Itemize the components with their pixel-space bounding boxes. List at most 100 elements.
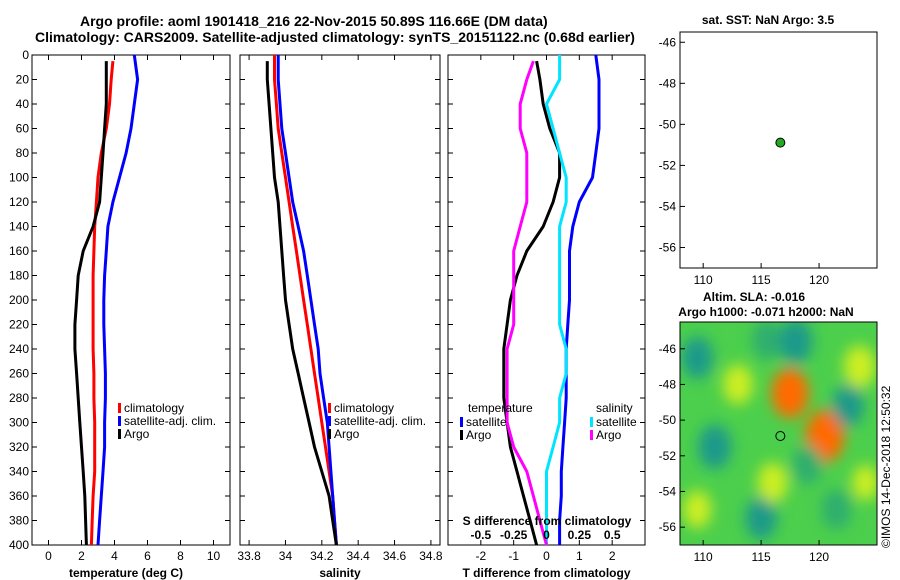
depth-tick-label: 120	[9, 195, 29, 209]
diff-s-tick-label: 0.25	[568, 528, 592, 542]
legend-swatch	[460, 430, 463, 440]
diff-legend-salinity-title: salinity	[596, 401, 633, 415]
depth-tick-label: 40	[16, 97, 30, 111]
depth-tick-label: 340	[9, 465, 29, 479]
legend-swatch	[328, 416, 331, 426]
watermark: ©IMOS 14-Dec-2018 12:50:32	[879, 385, 893, 548]
argo-location-marker	[775, 137, 786, 148]
x-tick-label: 34	[279, 549, 293, 563]
x-tick-label: 0	[45, 549, 52, 563]
map-y-tick-label: -52	[659, 158, 677, 172]
map-x-tick-label: 115	[752, 550, 771, 564]
depth-tick-label: 320	[9, 440, 29, 454]
x-tick-label: 34.4	[347, 549, 371, 563]
sla-blob	[697, 424, 732, 470]
map-y-tick-label: -46	[659, 35, 677, 49]
x-tick-label: 34.8	[419, 549, 443, 563]
legend-swatch	[590, 430, 593, 440]
diff-series-temperature-argo	[502, 60, 562, 546]
x-tick-label: 1	[576, 549, 583, 563]
sla-blob	[821, 489, 852, 530]
legend-swatch	[328, 403, 331, 413]
map-x-tick-label: 110	[694, 273, 713, 287]
depth-tick-label: 0	[22, 48, 29, 62]
sla-blob	[792, 444, 823, 485]
depth-tick-label: 400	[9, 538, 29, 552]
depth-tick-label: 60	[16, 122, 30, 136]
salinity-series-satellite	[276, 55, 338, 546]
depth-tick-label: 180	[9, 269, 29, 283]
x-tick-label: 33.8	[237, 549, 261, 563]
map-panel-4: 110 115 120 -46 -48 -50 -52 -54 -56	[659, 321, 878, 564]
sla-blob	[722, 364, 753, 405]
legend-swatch	[118, 429, 121, 439]
depth-tick-label: 240	[9, 342, 29, 356]
map-y-tick-label: -54	[659, 484, 677, 498]
x-tick-label: 8	[177, 549, 184, 563]
temperature-xlabel: temperature (deg C)	[69, 566, 183, 580]
legend-swatch	[118, 403, 121, 413]
sla-blob	[832, 384, 864, 428]
sla-blob	[683, 490, 712, 529]
x-tick-label: 2	[78, 549, 85, 563]
plot-frame-2	[447, 54, 646, 546]
legend-label: satellite-adj. clim.	[124, 414, 216, 428]
map-y-tick-label: -56	[659, 240, 677, 254]
title-line-1: Argo profile: aoml 1901418_216 22-Nov-20…	[80, 13, 548, 29]
legend-swatch	[590, 417, 593, 427]
map-x-tick-label: 120	[809, 550, 829, 564]
x-tick-label: 10	[207, 549, 221, 563]
x-tick-label: -2	[475, 549, 486, 563]
sla-blob	[779, 322, 813, 365]
sla-blob	[843, 345, 876, 388]
salinity-series-climatology	[273, 55, 338, 546]
depth-tick-label: 380	[9, 514, 29, 528]
sla-field	[680, 322, 877, 545]
x-tick-label: 6	[144, 549, 151, 563]
sla-blob	[852, 464, 877, 501]
legend-label: climatology	[334, 401, 394, 415]
diff-s-tick-label: 0	[543, 528, 550, 542]
diff-s-tick-label: -0.25	[500, 528, 528, 542]
depth-tick-label: 160	[9, 244, 29, 258]
depth-tick-label: 280	[9, 391, 29, 405]
map-y-tick-label: -56	[659, 520, 677, 534]
map-y-tick-label: -54	[659, 199, 677, 213]
map-x-tick-label: 120	[809, 273, 829, 287]
depth-tick-label: 200	[9, 293, 29, 307]
legend-swatch	[460, 417, 463, 427]
legend-label: climatology	[124, 401, 184, 415]
diff-s-tick-label: 0.5	[604, 528, 621, 542]
plot-frame-0	[31, 54, 231, 546]
legend-label: Argo	[334, 427, 360, 441]
map-y-tick-label: -50	[659, 413, 677, 427]
sla-blob	[771, 368, 809, 419]
x-tick-label: 2	[609, 549, 616, 563]
map-y-tick-label: -48	[659, 377, 677, 391]
map-frame	[679, 321, 878, 546]
temperature-series-satellite	[96, 54, 140, 546]
map-x-tick-label: 110	[694, 550, 713, 564]
x-tick-label: 34.2	[310, 549, 334, 563]
map-y-tick-label: -48	[659, 76, 677, 90]
sla-blobs	[681, 322, 877, 540]
depth-tick-label: 360	[9, 489, 29, 503]
legend-label: satellite-adj. clim.	[334, 414, 426, 428]
map-panel-3: 110 115 120 -46 -48 -50 -52 -54 -56	[659, 31, 878, 287]
legend-label: satellite	[596, 415, 637, 429]
sla-blob	[751, 322, 782, 360]
x-tick-label: -1	[508, 549, 519, 563]
temperature-series-argo	[73, 61, 108, 546]
diff-series-salinity-satellite	[545, 55, 568, 545]
legend-label: satellite	[466, 415, 507, 429]
plot-frame-1	[239, 54, 441, 546]
sla-blob	[757, 462, 788, 503]
map-y-tick-label: -50	[659, 117, 677, 131]
depth-tick-label: 300	[9, 416, 29, 430]
salinity-series-argo	[265, 61, 338, 546]
depth-tick-label: 260	[9, 367, 29, 381]
diff-series-salinity-argo	[505, 60, 548, 546]
salinity-xlabel: salinity	[319, 566, 361, 580]
legend-swatch	[118, 416, 121, 426]
